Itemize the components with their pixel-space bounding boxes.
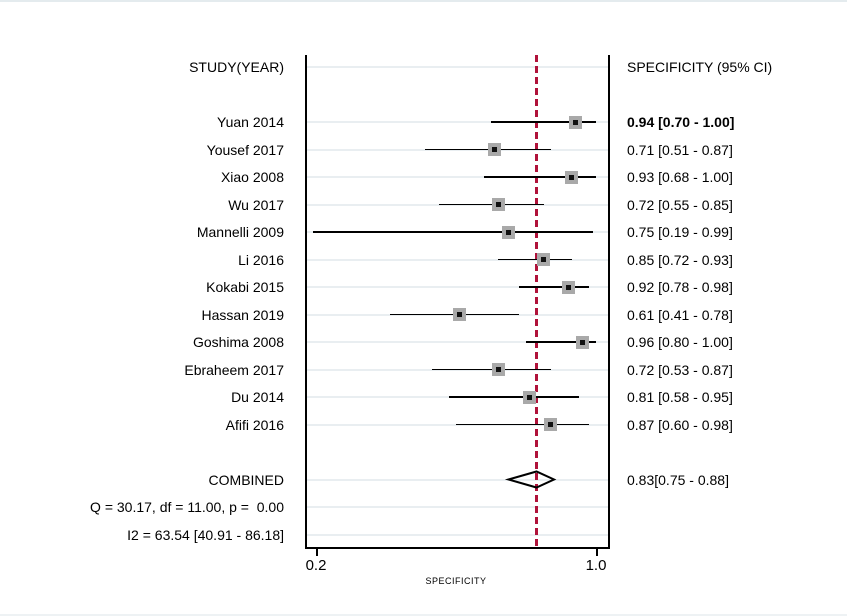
point-estimate-square [537,253,550,266]
point-estimate-square [453,308,466,321]
confidence-interval-line [431,368,551,371]
x-axis-tick [316,549,318,556]
point-estimate-dot [579,339,585,345]
heterogeneity-q-statistic: Q = 30.17, df = 11.00, p = 0.00 [90,499,284,515]
x-axis-tick-label: 0.2 [305,557,327,574]
combined-ci-value: 0.83[0.75 - 0.88] [627,472,729,488]
study-ci-value: 0.81 [0.58 - 0.95] [627,389,733,405]
x-axis-line [305,547,610,549]
column-header-study: STUDY(YEAR) [189,59,284,75]
study-label: Afifi 2016 [225,416,284,433]
confidence-interval-line [449,396,579,398]
combined-estimate-reference-line [535,55,538,547]
heterogeneity-i2-statistic: I2 = 63.54 [40.91 - 86.18] [127,526,284,543]
study-ci-value: 0.61 [0.41 - 0.78] [627,306,733,323]
study-label: Yuan 2014 [217,114,284,130]
study-label: Hassan 2019 [201,306,284,323]
row-gridline [305,121,608,123]
point-estimate-square [502,225,515,239]
confidence-interval-line [312,231,593,233]
point-estimate-dot [527,394,532,400]
row-gridline [305,341,608,343]
study-label: Mannelli 2009 [196,224,284,240]
combined-diamond-shape [504,470,557,489]
combined-label: COMBINED [208,471,284,488]
confidence-interval-line [484,176,596,178]
study-label: Yousef 2017 [206,141,284,158]
point-estimate-dot [495,367,501,372]
study-ci-value: 0.85 [0.72 - 0.93] [627,251,733,268]
point-estimate-square [561,280,575,294]
row-gridline [305,176,608,178]
point-estimate-dot [506,229,511,235]
row-gridline [305,506,608,508]
plot-right-border [608,55,610,547]
point-estimate-dot [541,257,546,262]
point-estimate-square [565,170,578,184]
point-estimate-dot [548,422,553,427]
confidence-interval-line [456,423,589,426]
row-gridline [305,286,608,288]
study-ci-value: 0.96 [0.80 - 1.00] [627,334,733,350]
study-ci-value: 0.72 [0.55 - 0.85] [627,196,733,213]
confidence-interval-line [491,121,596,123]
confidence-interval-line [526,341,596,343]
point-estimate-dot [565,284,571,290]
study-ci-value: 0.93 [0.68 - 1.00] [627,169,733,185]
row-gridline [305,66,608,68]
point-estimate-square [491,363,505,376]
point-estimate-dot [495,202,501,207]
study-label: Ebraheem 2017 [184,361,284,378]
study-ci-value: 0.71 [0.51 - 0.87] [627,141,733,158]
point-estimate-square [575,335,589,349]
column-header-specificity-ci: SPECIFICITY (95% CI) [627,59,773,75]
study-ci-value: 0.94 [0.70 - 1.00] [627,114,735,130]
point-estimate-dot [569,174,574,180]
study-label: Wu 2017 [228,196,284,213]
study-label: Kokabi 2015 [206,279,284,295]
study-label: Du 2014 [231,389,284,405]
plot-left-border [305,55,307,547]
point-estimate-square [568,115,582,129]
study-ci-value: 0.72 [0.53 - 0.87] [627,361,733,378]
point-estimate-square [488,143,501,156]
confidence-interval-line [498,258,572,261]
row-gridline [305,258,608,261]
study-label: Xiao 2008 [220,169,284,185]
confidence-interval-line [519,286,589,288]
row-gridline [305,533,608,536]
point-estimate-dot [492,147,497,152]
x-axis-tick-label: 1.0 [585,557,607,574]
point-estimate-dot [572,119,578,125]
row-gridline [305,478,608,481]
study-ci-value: 0.92 [0.78 - 0.98] [627,279,733,295]
x-axis-title: SPECIFICITY [425,576,487,586]
point-estimate-square [523,390,536,404]
study-ci-value: 0.87 [0.60 - 0.98] [627,416,733,433]
point-estimate-dot [457,312,462,317]
x-axis-tick [596,549,598,556]
point-estimate-square [544,418,557,431]
point-estimate-square [491,198,505,211]
study-label: Goshima 2008 [192,334,284,350]
study-label: Li 2016 [238,251,284,268]
confidence-interval-line [424,148,551,151]
study-ci-value: 0.75 [0.19 - 0.99] [627,224,733,240]
confidence-interval-line [438,203,544,206]
